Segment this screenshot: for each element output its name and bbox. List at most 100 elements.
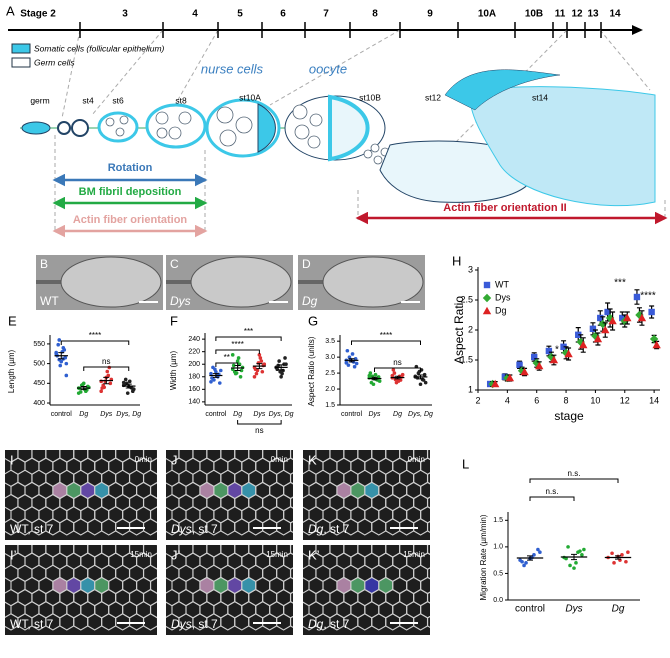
significance-label: ns <box>102 357 110 366</box>
x-tick-label: Dys, Dg <box>408 411 433 418</box>
data-dot <box>277 359 281 363</box>
marker <box>579 340 588 349</box>
stage: , st 7 <box>323 522 349 536</box>
data-dot <box>391 368 396 372</box>
marker <box>604 308 611 316</box>
cell-sheet <box>166 450 293 540</box>
cell <box>442 446 456 462</box>
significance-label: * <box>555 345 559 356</box>
data-dot <box>344 361 349 365</box>
data-dot <box>564 556 568 561</box>
cell <box>435 602 449 618</box>
x-tick-label: Dg <box>233 411 242 418</box>
cells <box>5 450 157 536</box>
data-dot <box>125 391 130 395</box>
panel-letter: I <box>10 452 14 467</box>
data-dot <box>238 374 243 379</box>
stalk <box>166 280 196 284</box>
data-dot <box>260 369 265 374</box>
error-bar <box>417 374 424 380</box>
process-label: Rotation <box>108 162 153 174</box>
cells <box>303 545 456 631</box>
cell <box>442 614 456 630</box>
significance-bracket <box>237 420 282 425</box>
significance-bracket <box>529 478 619 483</box>
cell <box>149 577 157 594</box>
cells <box>166 450 293 536</box>
cell <box>289 615 293 628</box>
y-axis-label: Aspect Ratio <box>452 296 466 364</box>
legend-label: Dg <box>495 305 507 315</box>
data-dot <box>572 566 576 570</box>
panel-letter: H <box>452 253 461 268</box>
y-axis-label: Length (µm) <box>7 350 16 394</box>
cell <box>289 472 293 485</box>
data-dot <box>240 365 245 370</box>
data-dot <box>218 368 223 373</box>
data-dot <box>58 363 63 368</box>
data-dot <box>62 348 67 352</box>
data-dot <box>582 547 586 552</box>
genotype-label: Dg, st 7 <box>308 617 350 631</box>
cell <box>426 520 430 533</box>
cells <box>5 545 157 631</box>
marker <box>545 347 553 355</box>
stage-label: 3 <box>122 9 128 20</box>
error-bar <box>615 555 621 560</box>
cell <box>149 552 157 570</box>
panel-a-drawing <box>8 25 668 238</box>
x-tick-label: Dys <box>253 411 266 418</box>
cell <box>449 507 463 523</box>
data-dot <box>399 375 404 379</box>
data-dot <box>574 561 578 565</box>
error-bar <box>125 383 132 389</box>
cell <box>142 518 157 536</box>
significance-label: *** <box>244 327 253 336</box>
data-dot <box>209 379 213 384</box>
chamber-label: germ <box>30 95 49 105</box>
error-bar <box>571 553 577 561</box>
data-dot <box>371 382 376 387</box>
marker <box>516 361 523 368</box>
data-dot <box>566 545 570 549</box>
data-dot <box>235 359 240 363</box>
panel-letter: I’ <box>10 547 17 562</box>
data-dot <box>522 563 526 568</box>
x-tick-label: Dg <box>393 411 402 418</box>
marker <box>561 348 571 357</box>
significance-label: *** <box>614 278 626 289</box>
panel-letter: D <box>302 257 311 271</box>
significance-bracket <box>351 340 421 345</box>
data-dot <box>350 352 355 356</box>
egg-chamber <box>60 256 162 308</box>
genotype-label: WT, st 7 <box>10 617 54 631</box>
time-label: 15min <box>266 550 288 559</box>
significance-bracket <box>215 362 239 367</box>
x-tick-label: 8 <box>564 395 569 405</box>
cell <box>435 458 449 474</box>
genotype-label: Dys, st 7 <box>171 617 218 631</box>
error-bar <box>58 352 65 360</box>
cell <box>435 482 449 498</box>
cells <box>166 545 293 631</box>
x-tick-label: Dys <box>100 411 113 418</box>
cell-sheet <box>303 545 456 635</box>
data-dot <box>129 386 134 390</box>
cell <box>449 482 463 498</box>
significance-label: n.s. <box>546 487 559 496</box>
chamber-label: st14 <box>532 92 548 102</box>
data-dot <box>231 363 236 368</box>
panel-letter: G <box>308 313 318 328</box>
process-label: BM fibril deposition <box>79 186 182 198</box>
cell <box>426 615 430 628</box>
stage-label: 5 <box>237 9 243 20</box>
y-axis-label: Width (µm) <box>169 351 178 391</box>
data-dot <box>56 342 61 347</box>
legend-label: WT <box>495 279 509 289</box>
stage-label: 12 <box>571 9 583 20</box>
marker <box>608 316 617 325</box>
stage-label: 11 <box>555 9 566 20</box>
y-tick-label: 0.0 <box>493 597 503 604</box>
